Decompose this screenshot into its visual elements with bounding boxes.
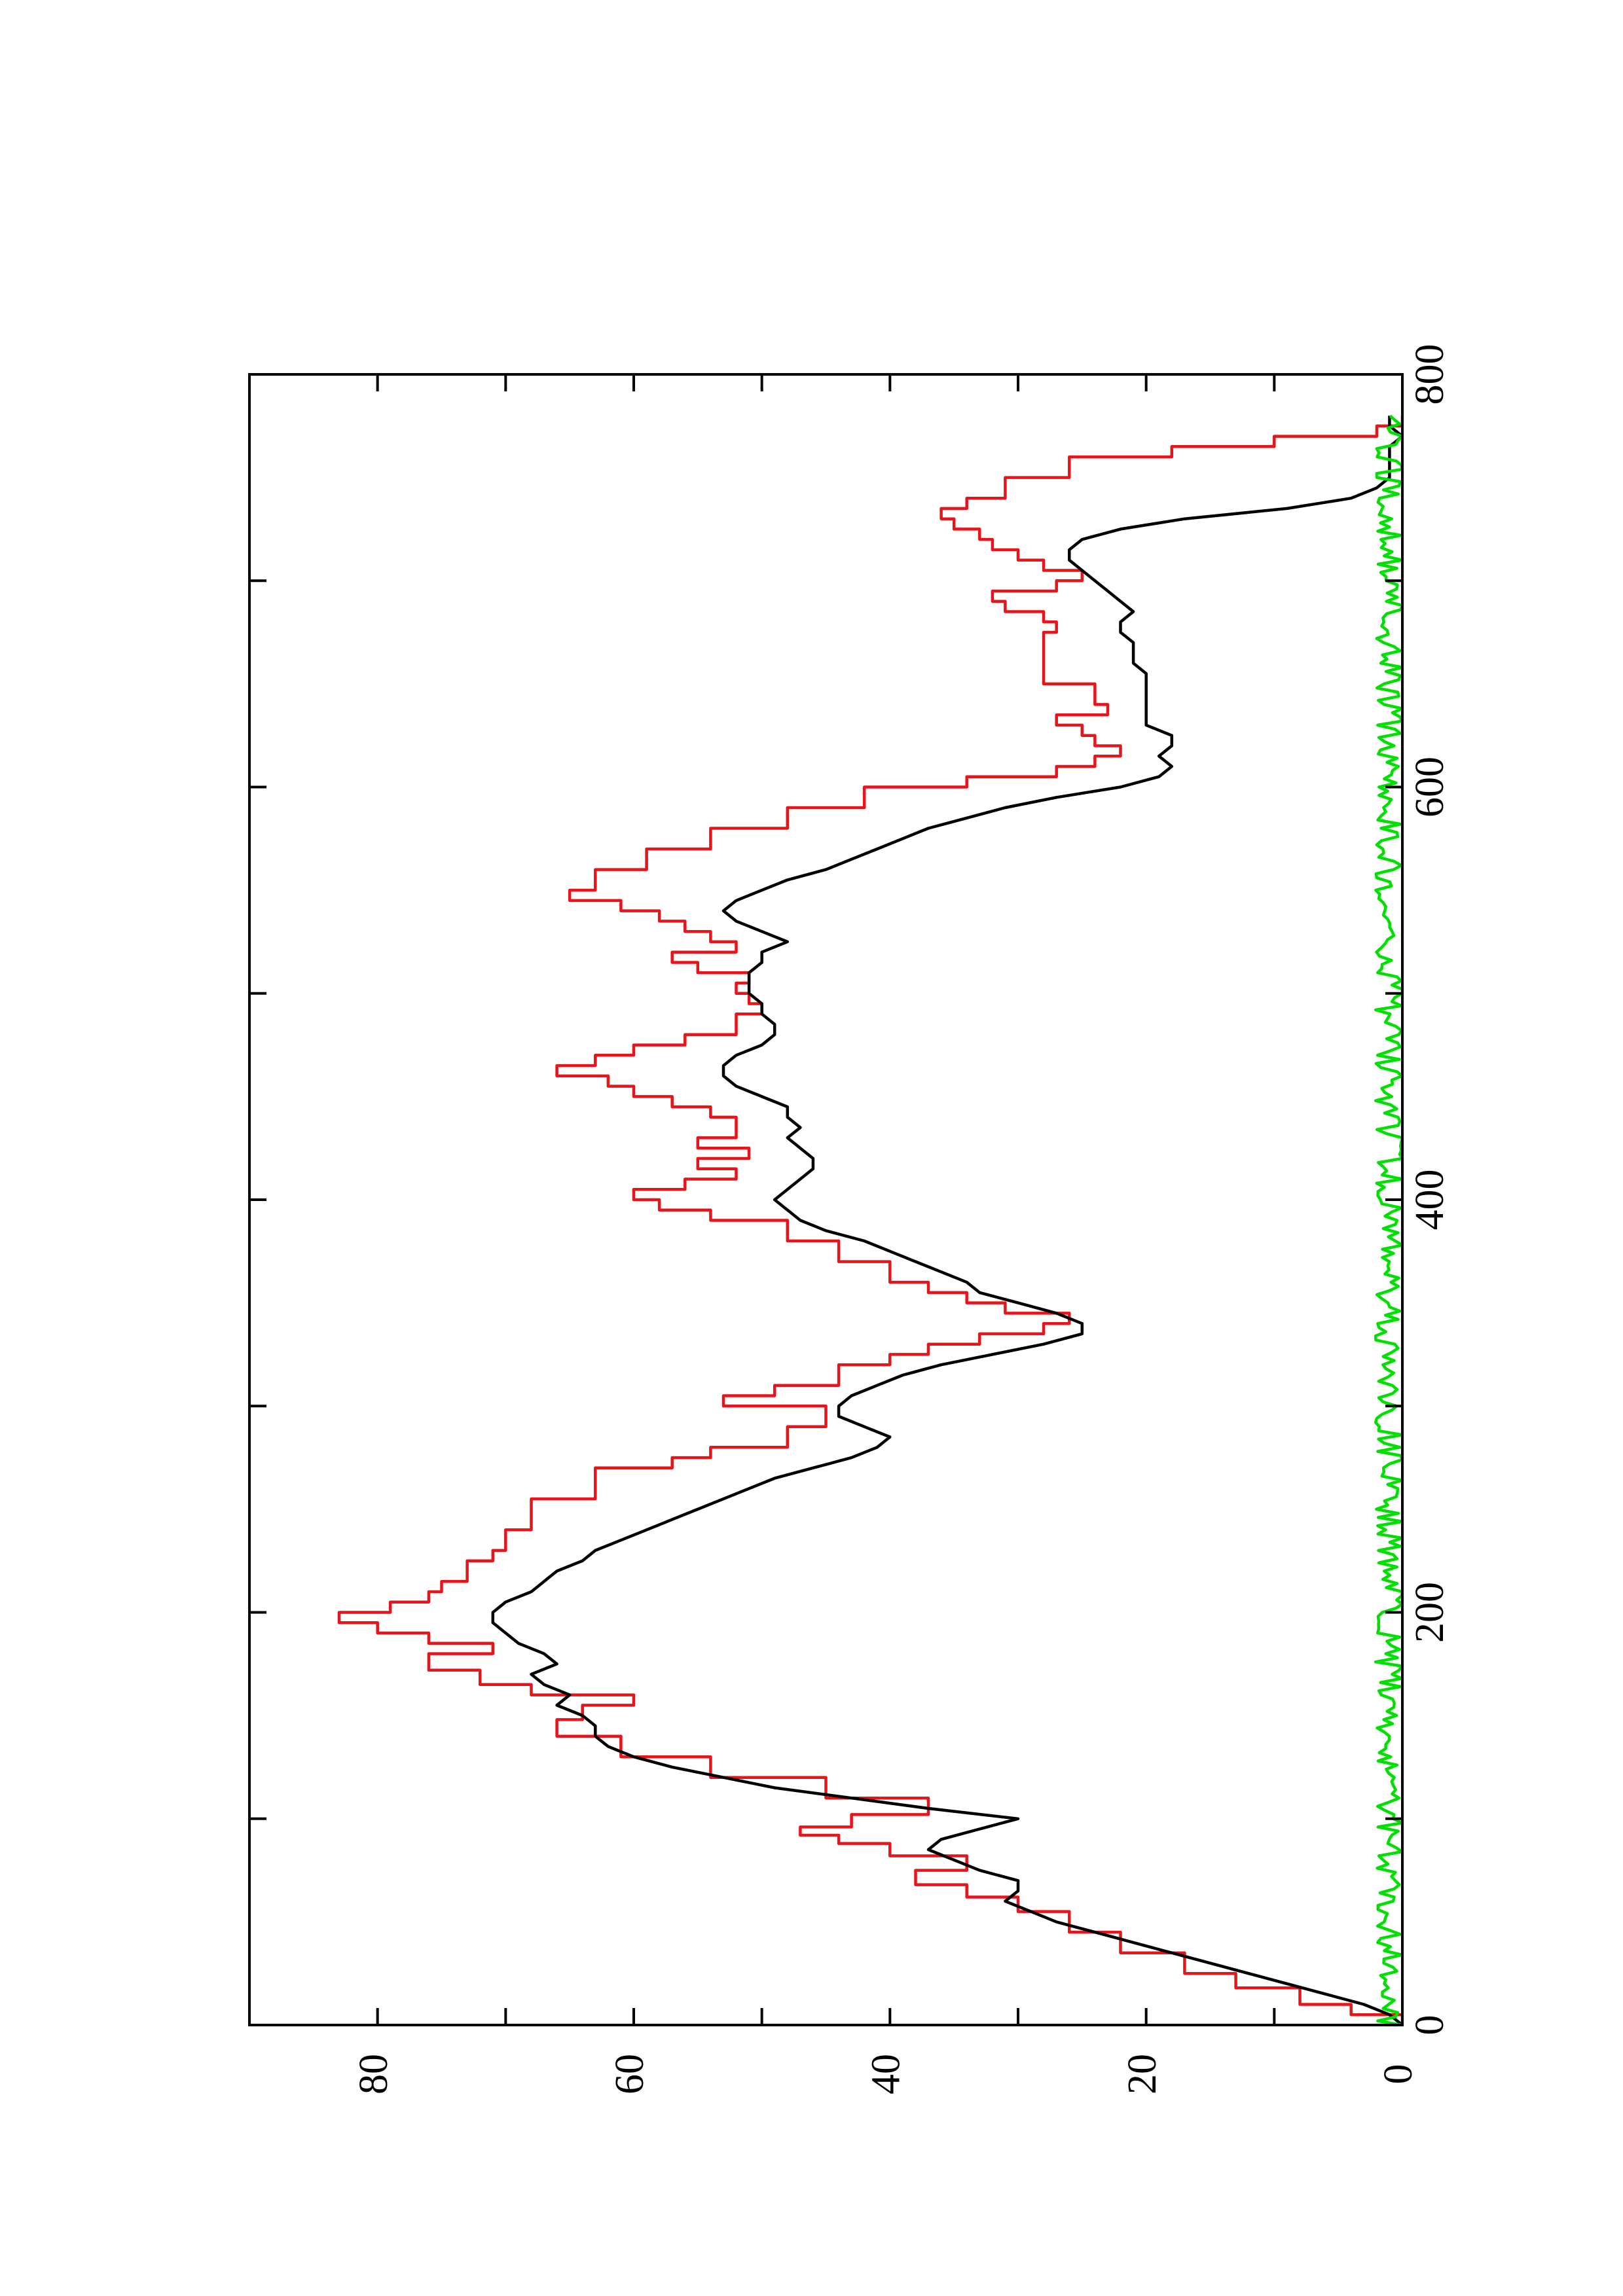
x-tick-label: 200 <box>1408 1582 1452 1643</box>
y-tick-label: 60 <box>608 2054 652 2094</box>
y-tick-label: 0 <box>1376 2064 1421 2085</box>
label-layer: 0 200 400 600 800 0 20 40 60 80 <box>352 344 1452 2095</box>
x-tick-label: 400 <box>1408 1170 1452 1230</box>
series-line-3 <box>1374 414 1402 2025</box>
series-layer <box>337 414 1402 2025</box>
x-tick-label: 0 <box>1408 2015 1452 2036</box>
series-line-2 <box>491 416 1402 2025</box>
x-tick-label: 600 <box>1408 757 1452 817</box>
tick-layer <box>249 373 1404 2026</box>
y-tick-label: 20 <box>1120 2054 1165 2094</box>
y-tick-label: 40 <box>864 2054 909 2094</box>
series-line-1 <box>337 416 1402 2025</box>
y-tick-label: 80 <box>352 2054 396 2094</box>
x-tick-label: 800 <box>1408 344 1452 405</box>
